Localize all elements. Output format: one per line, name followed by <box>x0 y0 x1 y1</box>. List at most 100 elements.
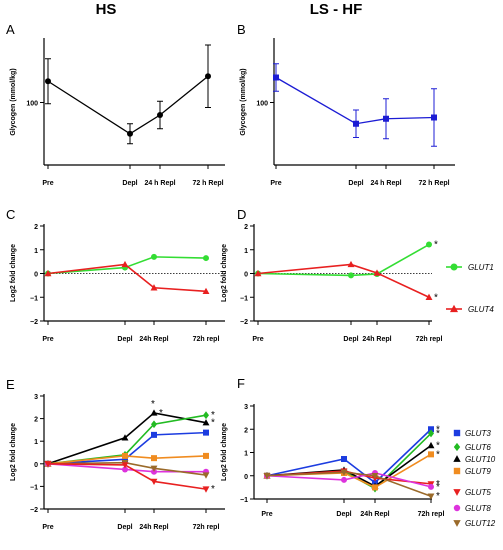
header-ls-hf: LS - HF <box>310 1 363 18</box>
panel-letter: E <box>6 377 15 392</box>
data-point <box>348 272 354 279</box>
data-point <box>373 269 381 276</box>
data-point <box>202 287 210 295</box>
legend-label: GLUT12 <box>465 519 496 528</box>
data-point <box>428 429 434 438</box>
y-tick-label: −1 <box>240 295 248 302</box>
data-point <box>121 434 129 441</box>
data-point <box>203 429 209 436</box>
significance-star: * <box>434 292 438 303</box>
legend-marker <box>450 263 458 271</box>
x-tick-label: 24h Repl <box>139 336 168 343</box>
series-circle <box>45 44 211 145</box>
x-tick-label: Pre <box>270 180 281 187</box>
data-point <box>202 472 210 479</box>
data-point <box>372 484 378 491</box>
data-point <box>150 478 158 486</box>
y-tick-label: 3 <box>34 394 38 401</box>
series-line <box>47 463 207 490</box>
data-point <box>340 469 348 476</box>
significance-star: * <box>211 410 215 421</box>
y-axis-label: Glycogen (mmol/kg) <box>10 68 17 135</box>
legend: GLUT3 GLUT6 GLUT10 GLUT9 GLUT5 GLUT8 GLUT12 <box>453 429 496 528</box>
data-point <box>427 441 435 449</box>
x-tick-label: 72h repl <box>416 336 443 343</box>
y-axis-label: Glycogen (mmol/kg) <box>240 68 247 135</box>
x-tick-label: 72h repl <box>418 511 445 518</box>
data-point <box>254 269 262 277</box>
y-tick-label: −2 <box>30 319 38 326</box>
data-point <box>122 452 128 459</box>
data-point <box>150 284 158 291</box>
data-point <box>157 112 163 118</box>
x-tick-label: 72h repl <box>193 524 220 531</box>
legend-marker <box>453 520 461 527</box>
data-point <box>428 483 434 490</box>
y-tick-label: 1 <box>34 248 38 255</box>
significance-star: * <box>159 408 163 419</box>
legend-marker <box>453 489 461 496</box>
data-point <box>151 420 157 429</box>
y-tick-label: 2 <box>34 224 38 231</box>
data-point <box>431 114 437 121</box>
x-tick-label: Depl <box>117 524 132 531</box>
x-tick-label: Pre <box>42 336 53 343</box>
significance-star: * <box>211 418 215 429</box>
data-point <box>203 255 209 262</box>
legend-label: GLUT9 <box>465 467 491 476</box>
series-glut1: * <box>255 240 438 279</box>
series-diamond: * <box>45 410 215 468</box>
legend-label: GLUT5 <box>465 488 491 497</box>
y-tick-label: 1 <box>244 248 248 255</box>
x-tick-label: Pre <box>42 180 53 187</box>
legend-label: GLUT8 <box>465 504 491 513</box>
y-tick-label: 0 <box>244 474 248 481</box>
series-line <box>266 428 432 484</box>
data-point <box>151 431 157 438</box>
series-triangle-down: * <box>44 461 215 495</box>
data-point <box>151 253 157 260</box>
significance-star: * <box>436 449 440 460</box>
series-line <box>47 431 207 465</box>
header-hs: HS <box>96 1 117 18</box>
panel-letter: D <box>237 207 246 222</box>
data-point <box>347 260 355 268</box>
legend-label: GLUT1 <box>468 263 494 272</box>
series-triangle <box>44 260 210 295</box>
panel-d: D −2 −1 0 1 2 Log2 fold change Pre Depl 24h Repl 7… <box>221 207 494 343</box>
panel-b: B 100 Glycogen (mmol/kg) Pre Depl 24 h Repl 72… <box>237 22 455 187</box>
data-point <box>122 456 128 463</box>
data-point <box>428 451 434 458</box>
significance-star: * <box>436 424 440 435</box>
series-glut12: * <box>263 469 440 502</box>
legend-label: GLUT4 <box>468 305 494 314</box>
legend-label: GLUT3 <box>465 429 491 438</box>
y-tick-label: 1 <box>244 451 248 458</box>
x-tick-label: Pre <box>261 511 272 518</box>
x-tick-label: 24h Repl <box>362 336 391 343</box>
panel-letter: F <box>237 376 245 391</box>
x-tick-label: Depl <box>343 336 358 343</box>
y-tick-label: 100 <box>256 101 268 108</box>
y-axis-label: Log2 fold change <box>10 423 17 481</box>
y-tick-label: 2 <box>244 427 248 434</box>
data-point <box>263 473 271 480</box>
data-point <box>127 130 133 137</box>
x-tick-label: Pre <box>42 524 53 531</box>
x-tick-label: 24 h Repl <box>370 180 401 187</box>
data-point <box>202 486 210 493</box>
panel-a: A 100 Glycogen (mmol/kg) Pre Depl 24 h Repl 72… <box>6 22 225 187</box>
series-line <box>266 472 432 488</box>
data-point <box>341 456 347 463</box>
legend-marker <box>453 442 461 452</box>
data-point <box>122 466 128 473</box>
panel-letter: B <box>237 22 246 37</box>
data-point <box>427 493 435 500</box>
legend: GLUT1 GLUT4 <box>446 263 494 314</box>
significance-star: * <box>436 491 440 502</box>
x-tick-label: Depl <box>336 511 351 518</box>
series-line <box>47 256 207 275</box>
significance-star: * <box>434 240 438 251</box>
x-tick-label: Depl <box>117 336 132 343</box>
